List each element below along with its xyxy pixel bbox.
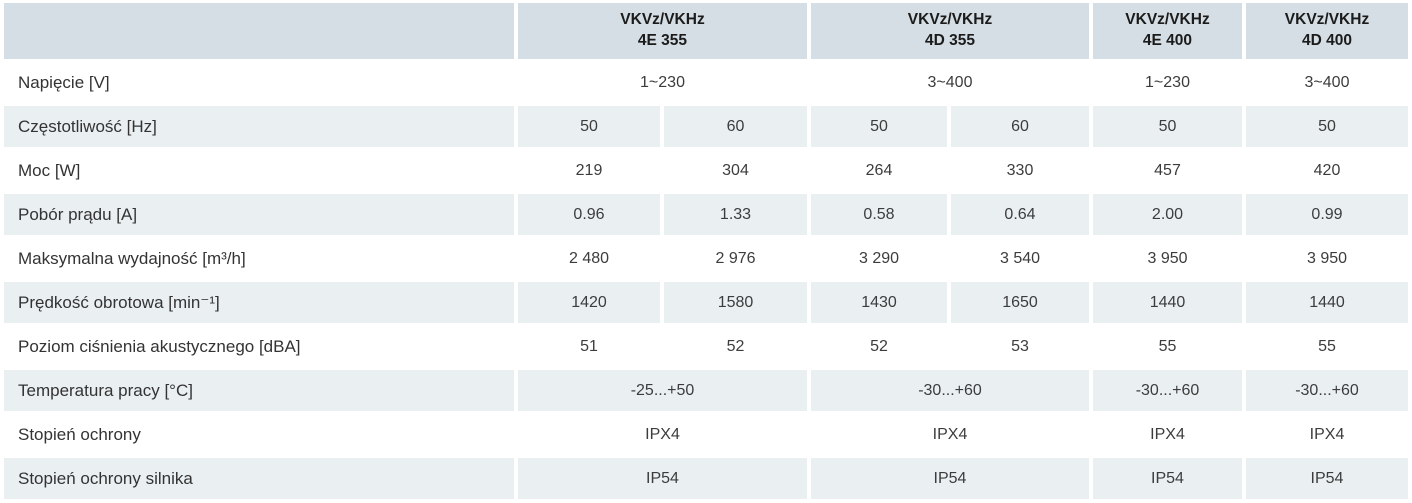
row-label: Częstotliwość [Hz]	[4, 106, 514, 147]
row-motor-protection-rating: Stopień ochrony silnika IP54 IP54 IP54 I…	[4, 458, 1408, 499]
row-label: Temperatura pracy [°C]	[4, 370, 514, 411]
value-cell: 50	[1246, 106, 1408, 147]
value-cell: 3~400	[811, 62, 1089, 103]
value-cell: IPX4	[1246, 414, 1408, 455]
value-cell: 55	[1246, 326, 1408, 367]
column-model: 4D 355	[925, 32, 975, 49]
row-max-airflow: Maksymalna wydajność [m³/h] 2 480 2 976 …	[4, 238, 1408, 279]
row-current: Pobór prądu [A] 0.96 1.33 0.58 0.64 2.00…	[4, 194, 1408, 235]
value-cell: 1650	[951, 282, 1089, 323]
row-label: Napięcie [V]	[4, 62, 514, 103]
column-header-4d-400: VKVz/VKHz 4D 400	[1246, 3, 1408, 59]
value-cell: 1430	[811, 282, 947, 323]
column-brand: VKVz/VKHz	[620, 11, 705, 29]
table-header: VKVz/VKHz 4E 355 VKVz/VKHz 4D 355 VKVz/V…	[4, 3, 1408, 59]
value-cell: 60	[951, 106, 1089, 147]
value-cell: 1420	[518, 282, 660, 323]
value-cell: 264	[811, 150, 947, 191]
column-brand: VKVz/VKHz	[907, 11, 993, 29]
value-cell: 2.00	[1093, 194, 1242, 235]
value-cell: IP54	[1093, 458, 1242, 499]
value-cell: 51	[518, 326, 660, 367]
column-header-4e-355: VKVz/VKHz 4E 355	[518, 3, 807, 59]
value-cell: IP54	[518, 458, 807, 499]
column-header-4e-400: VKVz/VKHz 4E 400	[1093, 3, 1242, 59]
value-cell: IPX4	[811, 414, 1089, 455]
value-cell: -30...+60	[811, 370, 1089, 411]
value-cell: 3 950	[1246, 238, 1408, 279]
value-cell: 1440	[1093, 282, 1242, 323]
value-cell: IPX4	[518, 414, 807, 455]
value-cell: 55	[1093, 326, 1242, 367]
row-label: Maksymalna wydajność [m³/h]	[4, 238, 514, 279]
row-sound-pressure: Poziom ciśnienia akustycznego [dBA] 51 5…	[4, 326, 1408, 367]
value-cell: IP54	[1246, 458, 1408, 499]
column-model: 4D 400	[1302, 32, 1352, 49]
value-cell: 219	[518, 150, 660, 191]
value-cell: 60	[664, 106, 807, 147]
value-cell: 3 540	[951, 238, 1089, 279]
row-label: Stopień ochrony silnika	[4, 458, 514, 499]
value-cell: 1580	[664, 282, 807, 323]
value-cell: 3 950	[1093, 238, 1242, 279]
column-brand: VKVz/VKHz	[1125, 11, 1210, 29]
row-protection-rating: Stopień ochrony IPX4 IPX4 IPX4 IPX4	[4, 414, 1408, 455]
value-cell: -30...+60	[1093, 370, 1242, 411]
value-cell: IP54	[811, 458, 1089, 499]
row-label: Moc [W]	[4, 150, 514, 191]
column-header-4d-355: VKVz/VKHz 4D 355	[811, 3, 1089, 59]
table-body: Napięcie [V] 1~230 3~400 1~230 3~400 Czę…	[4, 62, 1408, 499]
row-frequency: Częstotliwość [Hz] 50 60 50 60 50 50	[4, 106, 1408, 147]
value-cell: 330	[951, 150, 1089, 191]
column-brand: VKVz/VKHz	[1284, 11, 1370, 29]
row-label: Prędkość obrotowa [min⁻¹]	[4, 282, 514, 323]
value-cell: -25...+50	[518, 370, 807, 411]
value-cell: 50	[1093, 106, 1242, 147]
value-cell: 3 290	[811, 238, 947, 279]
value-cell: 53	[951, 326, 1089, 367]
value-cell: 457	[1093, 150, 1242, 191]
value-cell: 2 480	[518, 238, 660, 279]
value-cell: 52	[811, 326, 947, 367]
value-cell: 304	[664, 150, 807, 191]
value-cell: 52	[664, 326, 807, 367]
value-cell: 50	[811, 106, 947, 147]
row-label: Pobór prądu [A]	[4, 194, 514, 235]
value-cell: 2 976	[664, 238, 807, 279]
value-cell: 1440	[1246, 282, 1408, 323]
value-cell: 0.58	[811, 194, 947, 235]
header-corner-cell	[4, 3, 514, 59]
value-cell: 3~400	[1246, 62, 1408, 103]
value-cell: 0.96	[518, 194, 660, 235]
value-cell: -30...+60	[1246, 370, 1408, 411]
row-label: Poziom ciśnienia akustycznego [dBA]	[4, 326, 514, 367]
value-cell: 1~230	[1093, 62, 1242, 103]
column-model: 4E 355	[637, 32, 688, 49]
column-model: 4E 400	[1142, 32, 1193, 49]
value-cell: IPX4	[1093, 414, 1242, 455]
value-cell: 1~230	[518, 62, 807, 103]
value-cell: 50	[518, 106, 660, 147]
row-power: Moc [W] 219 304 264 330 457 420	[4, 150, 1408, 191]
header-row: VKVz/VKHz 4E 355 VKVz/VKHz 4D 355 VKVz/V…	[4, 3, 1408, 59]
row-operating-temperature: Temperatura pracy [°C] -25...+50 -30...+…	[4, 370, 1408, 411]
value-cell: 0.99	[1246, 194, 1408, 235]
row-label: Stopień ochrony	[4, 414, 514, 455]
row-voltage: Napięcie [V] 1~230 3~400 1~230 3~400	[4, 62, 1408, 103]
value-cell: 1.33	[664, 194, 807, 235]
row-rotation-speed: Prędkość obrotowa [min⁻¹] 1420 1580 1430…	[4, 282, 1408, 323]
value-cell: 0.64	[951, 194, 1089, 235]
value-cell: 420	[1246, 150, 1408, 191]
